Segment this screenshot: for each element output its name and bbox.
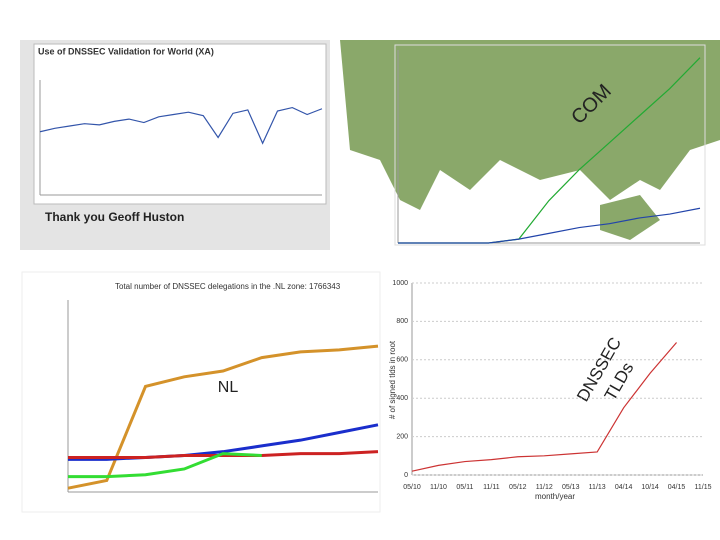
x-tick-label: 11/12 (536, 484, 553, 491)
x-axis-label: month/year (535, 492, 575, 501)
y-tick-label: 400 (396, 395, 408, 402)
chart-title: Use of DNSSEC Validation for World (XA) (38, 46, 214, 56)
x-tick-label: 11/15 (695, 484, 712, 491)
nl-label: NL (218, 379, 239, 396)
x-tick-label: 05/12 (509, 484, 527, 491)
chart-title: Total number of DNSSEC delegations in th… (115, 282, 341, 291)
x-tick-label: 11/10 (430, 484, 447, 491)
thanks: Thank you Geoff Huston (45, 210, 184, 224)
y-tick-label: 0 (404, 472, 408, 479)
series-line (67, 344, 379, 490)
y-axis-label: # of signed tlds in root (388, 340, 397, 419)
x-tick-label: 11/13 (589, 484, 606, 491)
y-tick-label: 1000 (392, 280, 408, 287)
com-chart (394, 44, 706, 246)
series-line (411, 342, 677, 472)
x-tick-label: 05/10 (403, 484, 421, 491)
nl-chart (21, 271, 381, 513)
x-tick-label: 10/14 (641, 484, 659, 491)
world-chart (33, 43, 327, 205)
series-line (398, 207, 701, 244)
x-tick-label: 11/11 (483, 484, 500, 491)
x-tick-label: 04/14 (615, 484, 633, 491)
series-line (68, 452, 262, 479)
x-tick-label: 04/15 (668, 484, 686, 491)
x-tick-label: 05/13 (562, 484, 580, 491)
series-line (39, 106, 323, 145)
x-tick-label: 05/11 (456, 484, 473, 491)
y-tick-label: 600 (396, 357, 408, 364)
series-line (68, 450, 379, 459)
y-tick-label: 800 (396, 318, 408, 325)
y-tick-label: 200 (396, 433, 408, 440)
